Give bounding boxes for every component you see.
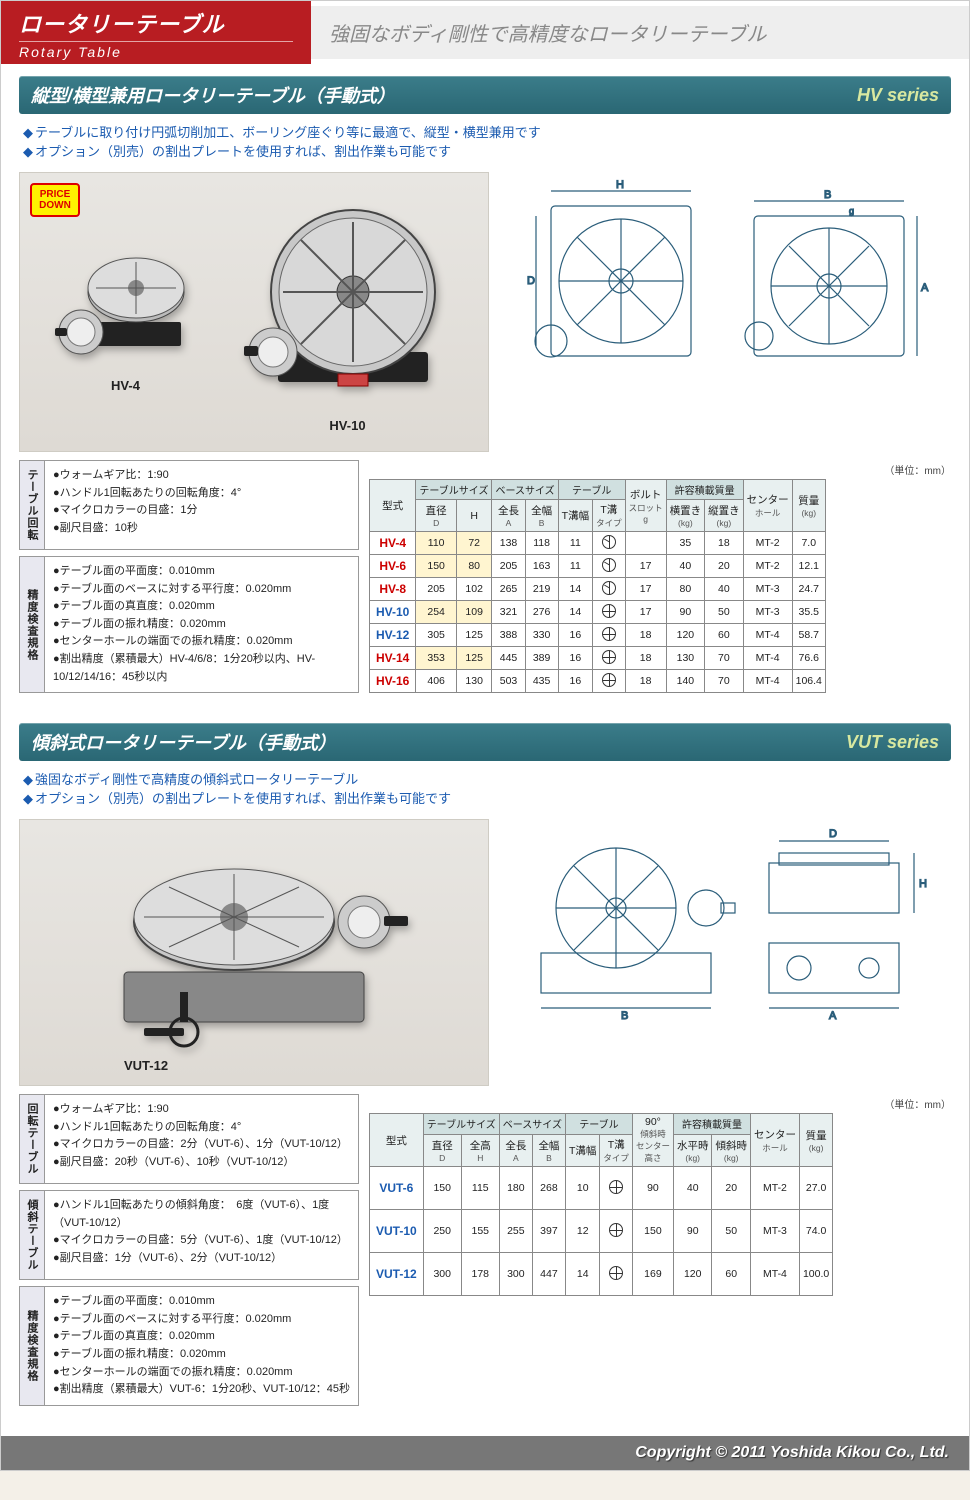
hv-diagrams: H D B A g [499, 172, 951, 390]
spec-content: テーブル面の平面度：0.010mmテーブル面のベースに対する平行度：0.020m… [45, 557, 358, 692]
vut-rotation-spec: 回転テーブル ウォームギア比：1:90ハンドル1回転あたりの回転角度：4°マイク… [19, 1094, 359, 1184]
vut-title-text: 傾斜式ロータリーテーブル（手動式） [31, 729, 336, 755]
vut-accuracy-spec: 精度検査規格 テーブル面の平面度：0.010mmテーブル面のベースに対する平行度… [19, 1286, 359, 1406]
unit-label: （単位：mm） [369, 1096, 951, 1111]
spec-label: 回転テーブル [20, 1095, 45, 1183]
svg-text:A: A [829, 1010, 837, 1022]
spec-content: ウォームギア比：1:90ハンドル1回転あたりの回転角度：4°マイクロカラーの目盛… [45, 461, 249, 549]
spec-label: テーブル回転 [20, 461, 45, 549]
title-block: ロータリーテーブル Rotary Table [1, 1, 311, 64]
hv-section-title: 縦型/横型兼用ロータリーテーブル（手動式） HV series [19, 76, 951, 114]
hv4-label: HV-4 [111, 378, 140, 393]
vut-diagrams: B A H D [499, 819, 951, 1027]
tagline: 強固なボディ剛性で高精度なロータリーテーブル [311, 6, 969, 59]
title-en: Rotary Table [19, 41, 293, 60]
page-header: ロータリーテーブル Rotary Table 強固なボディ剛性で高精度なロータリ… [1, 1, 969, 64]
svg-text:H: H [919, 878, 927, 890]
vut-photo-area: VUT-12 [19, 819, 489, 1086]
svg-text:D: D [829, 828, 837, 840]
svg-text:D: D [527, 275, 535, 287]
hv-rotation-spec: テーブル回転 ウォームギア比：1:90ハンドル1回転あたりの回転角度：4°マイク… [19, 460, 359, 550]
spec-label: 傾斜テーブル [20, 1191, 45, 1279]
vut-section-title: 傾斜式ロータリーテーブル（手動式） VUT series [19, 723, 951, 761]
hv-diagram-top: H D [521, 176, 721, 386]
spec-content: ウォームギア比：1:90ハンドル1回転あたりの回転角度：4°マイクロカラーの目盛… [45, 1095, 356, 1183]
hv-bullet: オプション（別売）の割出プレートを使用すれば、割出作業も可能です [23, 141, 947, 160]
svg-text:A: A [921, 282, 929, 294]
spec-content: ハンドル1回転あたりの傾斜角度： 6度（VUT-6）、1度（VUT-10/12）… [45, 1191, 358, 1279]
vut-tilt-spec: 傾斜テーブル ハンドル1回転あたりの傾斜角度： 6度（VUT-6）、1度（VUT… [19, 1190, 359, 1280]
svg-text:g: g [849, 206, 854, 216]
product-hv4: HV-4 [51, 232, 201, 393]
vut-diagram-front: B [521, 823, 741, 1023]
hv-bullet: テーブルに取り付け円弧切削加工、ボーリング座ぐり等に最適で、縦型・横型兼用です [23, 122, 947, 141]
vut-bullet: オプション（別売）の割出プレートを使用すれば、割出作業も可能です [23, 788, 947, 807]
price-down-badge: PRICE DOWN [30, 183, 80, 217]
svg-text:H: H [616, 179, 624, 191]
vut-section: 傾斜式ロータリーテーブル（手動式） VUT series 強固なボディ剛性で高精… [19, 723, 951, 1412]
hv-photo-area: PRICE DOWN HV-4 [19, 172, 489, 452]
product-vut12: VUT-12 [84, 832, 424, 1073]
hv-title-text: 縦型/横型兼用ロータリーテーブル（手動式） [31, 82, 395, 108]
svg-text:B: B [824, 189, 831, 201]
vut-diagram-side: A H D [749, 823, 929, 1023]
spec-label: 精度検査規格 [20, 1287, 45, 1405]
spec-content: テーブル面の平面度：0.010mmテーブル面のベースに対する平行度：0.020m… [45, 1287, 358, 1405]
vut-bullet: 強固なボディ剛性で高精度の傾斜式ロータリーテーブル [23, 769, 947, 788]
vut12-label: VUT-12 [124, 1058, 168, 1073]
hv-spec-table: 型式 テーブルサイズベースサイズ テーブル ボルトスロットg 許容積載質量 セン… [369, 479, 826, 693]
hv-diagram-side: B A g [729, 176, 929, 386]
title-jp: ロータリーテーブル [19, 7, 293, 39]
spec-label: 精度検査規格 [20, 557, 45, 692]
hv-bullets: テーブルに取り付け円弧切削加工、ボーリング座ぐり等に最適で、縦型・横型兼用です … [23, 122, 947, 160]
vut-series-label: VUT series [846, 732, 939, 753]
hv-accuracy-spec: 精度検査規格 テーブル面の平面度：0.010mmテーブル面のベースに対する平行度… [19, 556, 359, 693]
vut-bullets: 強固なボディ剛性で高精度の傾斜式ロータリーテーブル オプション（別売）の割出プレ… [23, 769, 947, 807]
copyright-footer: Copyright © 2011 Yoshida Kikou Co., Ltd. [1, 1436, 969, 1470]
svg-text:B: B [621, 1010, 628, 1022]
product-hv10: HV-10 [238, 192, 458, 433]
hv-section: 縦型/横型兼用ロータリーテーブル（手動式） HV series テーブルに取り付… [19, 76, 951, 699]
hv10-label: HV-10 [329, 418, 365, 433]
unit-label: （単位：mm） [369, 462, 951, 477]
hv-series-label: HV series [857, 85, 939, 106]
vut-spec-table: 型式 テーブルサイズベースサイズ テーブル 90°傾斜時センター高さ 許容積載質… [369, 1113, 833, 1296]
